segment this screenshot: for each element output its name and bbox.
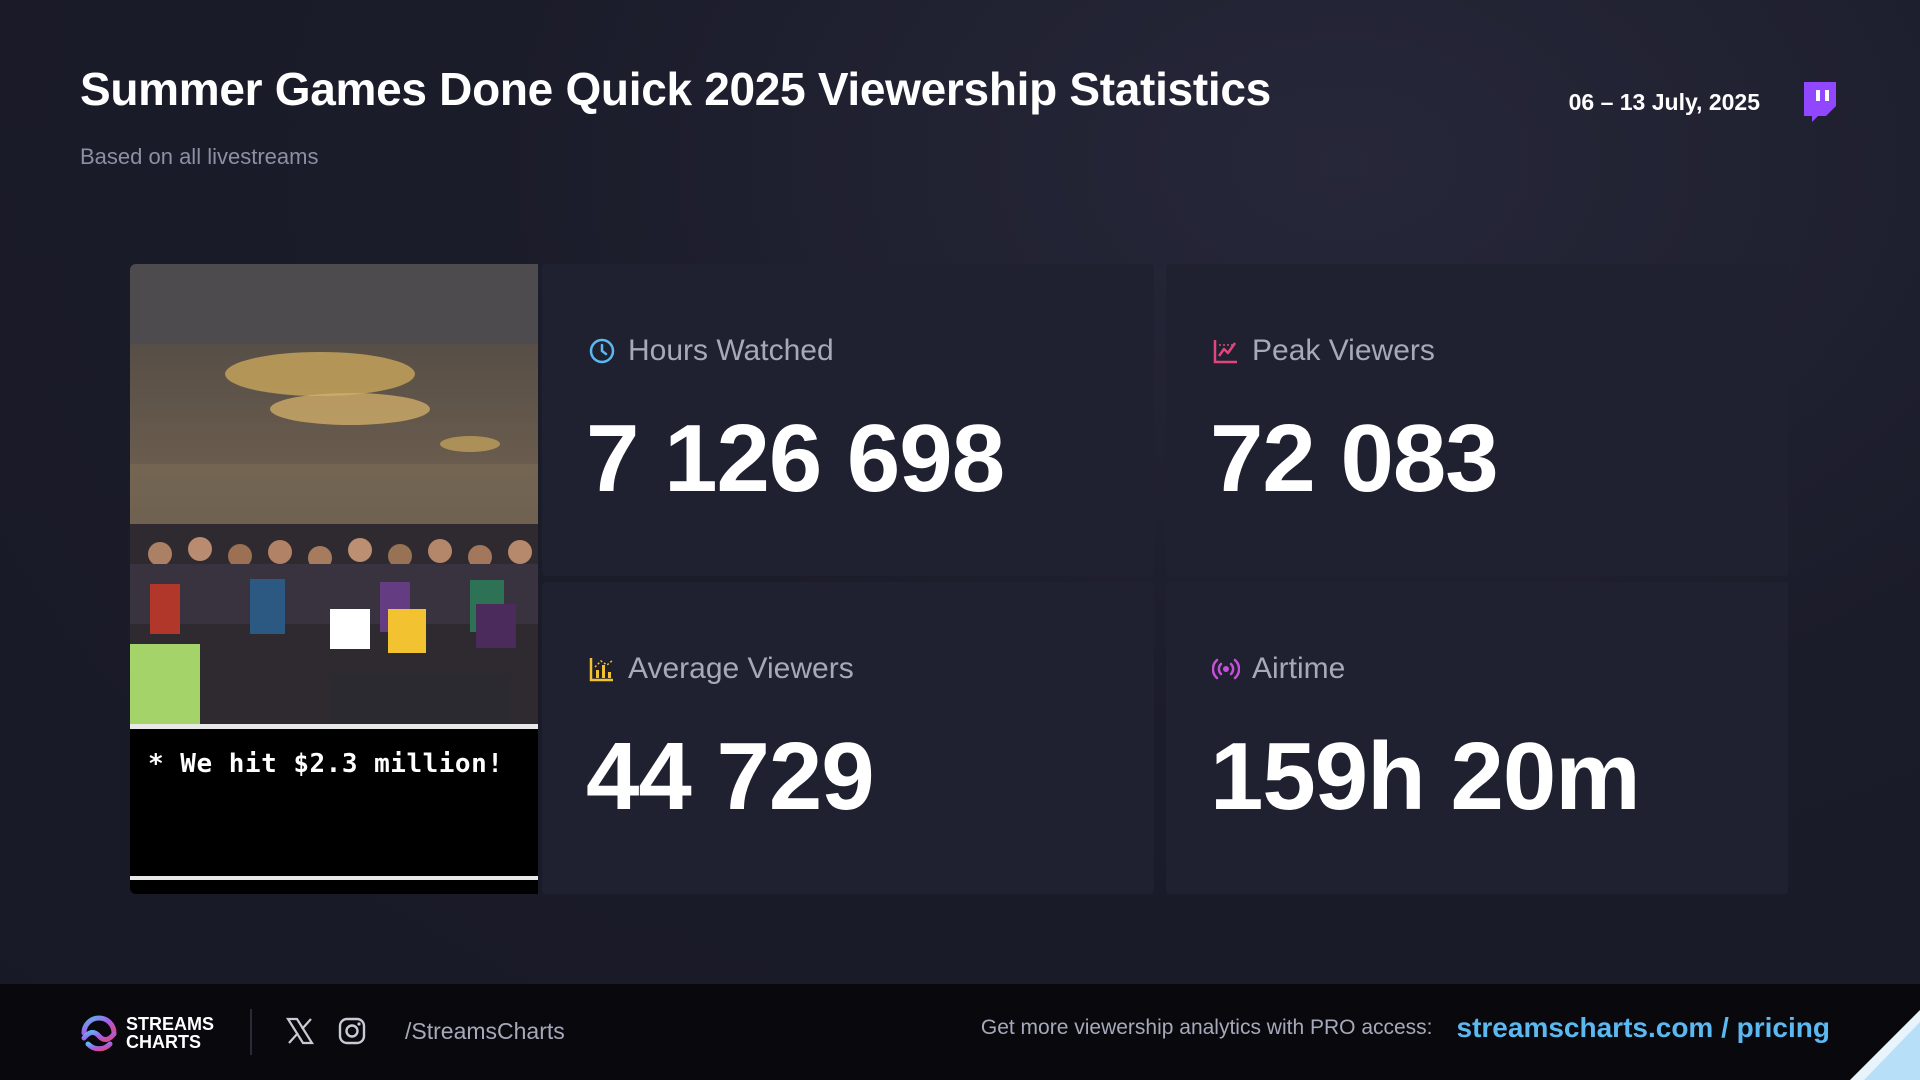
page-title: Summer Games Done Quick 2025 Viewership … bbox=[80, 63, 1271, 115]
footer: STREAMS CHARTS /StreamsCharts Get more v… bbox=[0, 984, 1920, 1080]
streams-charts-logo[interactable]: STREAMS CHARTS bbox=[80, 1014, 214, 1052]
hours-watched-card: Hours Watched 7 126 698 bbox=[542, 264, 1154, 576]
bar-chart-icon bbox=[589, 658, 614, 682]
promo: Get more viewership analytics with PRO a… bbox=[981, 1012, 1830, 1044]
social-links: /StreamsCharts bbox=[285, 1016, 565, 1046]
peak-viewers-label: Peak Viewers bbox=[1252, 334, 1435, 367]
airtime-label: Airtime bbox=[1252, 652, 1346, 685]
corner-accent bbox=[1850, 1010, 1920, 1080]
airtime-card: Airtime 159h 20m bbox=[1166, 582, 1788, 894]
peak-viewers-value: 72 083 bbox=[1210, 405, 1499, 512]
instagram-icon[interactable] bbox=[337, 1016, 367, 1046]
hours-watched-label: Hours Watched bbox=[628, 334, 834, 367]
hours-watched-value: 7 126 698 bbox=[586, 405, 1005, 512]
stats-panel: * We hit $2.3 million! Hours Watched 7 1… bbox=[130, 264, 1788, 894]
streams-charts-logo-icon bbox=[81, 1015, 117, 1052]
caption-box: * We hit $2.3 million! bbox=[130, 724, 538, 894]
broadcast-icon bbox=[1212, 658, 1240, 680]
airtime-value: 159h 20m bbox=[1210, 723, 1641, 830]
footer-divider bbox=[250, 1009, 252, 1055]
social-handle[interactable]: /StreamsCharts bbox=[405, 1017, 565, 1044]
date-range: 06 – 13 July, 2025 bbox=[1568, 89, 1760, 115]
page-subtitle: Based on all livestreams bbox=[80, 144, 319, 169]
promo-text: Get more viewership analytics with PRO a… bbox=[980, 1016, 1433, 1039]
average-viewers-label: Average Viewers bbox=[628, 652, 854, 685]
twitch-icon bbox=[1804, 82, 1836, 122]
average-viewers-value: 44 729 bbox=[586, 723, 875, 830]
clock-icon bbox=[589, 338, 615, 364]
logo-line2: CHARTS bbox=[126, 1032, 201, 1052]
pricing-link[interactable]: streamscharts.com / pricing bbox=[1456, 1012, 1830, 1043]
crowd-image bbox=[130, 264, 538, 724]
average-viewers-card: Average Viewers 44 729 bbox=[542, 582, 1154, 894]
header: Summer Games Done Quick 2025 Viewership … bbox=[80, 62, 1840, 182]
event-photo: * We hit $2.3 million! bbox=[130, 264, 538, 894]
photo-caption: * We hit $2.3 million! bbox=[148, 749, 504, 779]
peak-viewers-card: Peak Viewers 72 083 bbox=[1166, 264, 1788, 576]
logo-line1: STREAMS bbox=[126, 1014, 215, 1034]
chart-line-icon bbox=[1213, 340, 1237, 364]
x-icon[interactable] bbox=[285, 1016, 315, 1046]
